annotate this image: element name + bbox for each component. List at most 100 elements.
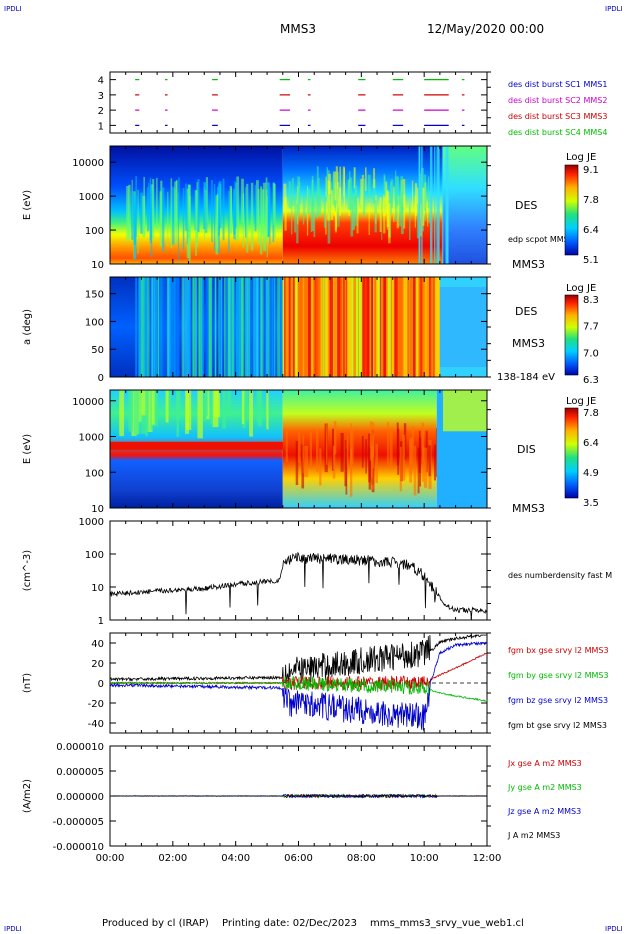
des-energy-stripe bbox=[431, 146, 433, 264]
des-pa-colorbar-tick: 8.3 bbox=[583, 295, 599, 306]
des-energy-stripe bbox=[383, 197, 386, 234]
dis-energy-stripe bbox=[434, 444, 437, 481]
des-energy-stripe bbox=[337, 182, 339, 208]
dis-energy-stripe bbox=[428, 445, 431, 477]
des-pa-stripe bbox=[246, 277, 249, 377]
des-energy-stripe bbox=[196, 190, 199, 239]
des-energy-stripe bbox=[234, 182, 238, 228]
bfield-series-label: fgm bt gse srvy l2 MMS3 bbox=[508, 721, 607, 730]
des-energy-stripe bbox=[316, 166, 319, 197]
des-energy-stripe bbox=[428, 191, 430, 224]
des-energy-stripe bbox=[234, 181, 236, 240]
bfield-series-line bbox=[109, 675, 488, 702]
des-pa-spectrogram-tail-core bbox=[439, 287, 487, 367]
current-y-tick-label: 0.000005 bbox=[56, 767, 104, 778]
dis-energy-stripe bbox=[386, 421, 389, 466]
des-energy-stripe bbox=[409, 204, 411, 241]
des-energy-stripe bbox=[233, 188, 236, 235]
density-panel-frame bbox=[109, 520, 488, 621]
des-pa-stripe bbox=[397, 277, 400, 377]
des-energy-stripe bbox=[188, 195, 191, 262]
density-series-line bbox=[109, 551, 488, 620]
bfield-y-tick-label: 20 bbox=[91, 659, 104, 670]
burst-y-tick-label: 3 bbox=[98, 91, 104, 102]
des-pa-stripe bbox=[145, 277, 147, 377]
des-pa-stripe bbox=[358, 277, 362, 377]
des-pa-stripe bbox=[241, 277, 244, 377]
des-pa-stripe bbox=[225, 277, 229, 377]
current-series-label: Jz gse A m2 MMS3 bbox=[507, 807, 581, 816]
des-pa-stripe bbox=[156, 277, 159, 377]
des-energy-stripe bbox=[228, 190, 230, 253]
des-pa-stripe bbox=[192, 277, 196, 377]
des-pa-stripe bbox=[329, 277, 333, 377]
des-energy-stripe bbox=[261, 189, 265, 236]
des-energy-colorbar-tick: 9.1 bbox=[583, 165, 599, 176]
des-energy-stripe bbox=[140, 192, 144, 234]
des-pa-colorbar-title: Log JE bbox=[566, 283, 596, 294]
des-pa-stripe bbox=[184, 277, 188, 377]
des-energy-stripe bbox=[236, 176, 240, 241]
des-energy-stripe bbox=[402, 179, 406, 208]
des-pa-stripe bbox=[391, 277, 395, 377]
des-pa-stripe bbox=[167, 277, 171, 377]
des-pa-stripe bbox=[249, 277, 251, 377]
des-energy-stripe bbox=[294, 196, 297, 233]
des-energy-stripe bbox=[254, 184, 257, 232]
des-energy-stripe bbox=[205, 189, 207, 232]
des-pa-stripe bbox=[337, 277, 341, 377]
current-y-tick-label: -0.000005 bbox=[53, 817, 104, 828]
dis-energy-stripe bbox=[344, 439, 347, 487]
density-y-tick-label: 100 bbox=[85, 550, 104, 561]
des-energy-stripe bbox=[186, 193, 188, 245]
des-energy-stripe bbox=[416, 203, 420, 239]
des-energy-stripe bbox=[414, 183, 418, 216]
dis-energy-stripe bbox=[346, 436, 349, 473]
des-energy-stripe bbox=[265, 177, 268, 240]
des-energy-stripe bbox=[269, 187, 271, 245]
des-pa-stripe bbox=[201, 277, 205, 377]
des-energy-y-axis-label: E (eV) bbox=[22, 190, 33, 220]
dis-energy-stripe bbox=[422, 446, 425, 483]
des-pa-stripe bbox=[162, 277, 165, 377]
dis-energy-patch bbox=[147, 390, 153, 432]
dis-energy-y-tick-label: 10 bbox=[91, 504, 104, 515]
des-pa-stripe bbox=[364, 277, 368, 377]
des-energy-y-tick-label: 100 bbox=[85, 226, 104, 237]
x-tick-label: 12:00 bbox=[473, 853, 502, 864]
des-pa-colorbar-tick: 6.3 bbox=[583, 375, 599, 386]
density-y-tick-label: 10 bbox=[91, 583, 104, 594]
dis-energy-patch bbox=[214, 390, 221, 418]
burst-legend-entry: des dist burst SC4 MMS4 bbox=[508, 128, 607, 137]
bfield-series-label: fgm bz gse srvy l2 MMS3 bbox=[508, 696, 608, 705]
des-pa-stripe bbox=[420, 277, 423, 377]
des-energy-stripe bbox=[326, 167, 328, 197]
des-pa-stripe bbox=[192, 277, 194, 377]
des-energy-colorbar-tick: 7.8 bbox=[583, 195, 599, 206]
des-energy-stripe bbox=[386, 191, 390, 228]
des-pa-stripe bbox=[399, 277, 403, 377]
des-pa-stripe bbox=[353, 277, 356, 377]
des-energy-stripe bbox=[195, 189, 197, 256]
dis-energy-patch bbox=[165, 390, 169, 423]
des-energy-stripe bbox=[135, 176, 137, 237]
des-pa-stripe bbox=[182, 277, 185, 377]
dis-energy-colorbar-tick: 4.9 bbox=[583, 468, 599, 479]
des-pa-stripe bbox=[176, 277, 180, 377]
x-tick-label: 04:00 bbox=[221, 853, 250, 864]
des-pa-stripe bbox=[371, 277, 374, 377]
dis-energy-patch bbox=[249, 390, 254, 437]
bfield-y-tick-label: 0 bbox=[98, 679, 104, 690]
bfield-series-line bbox=[109, 634, 487, 684]
des-pa-stripe bbox=[381, 277, 385, 377]
des-energy-colorbar-tick: 6.4 bbox=[583, 225, 599, 236]
des-energy-stripe bbox=[182, 187, 185, 250]
des-energy-stripe bbox=[327, 204, 331, 244]
des-pa-stripe bbox=[286, 277, 288, 377]
des-pa-stripe bbox=[165, 277, 167, 377]
dis-energy-colorbar-tick: 3.5 bbox=[583, 498, 599, 509]
des-energy-stripe bbox=[167, 191, 169, 246]
des-pa-stripe bbox=[351, 277, 355, 377]
des-energy-stripe bbox=[267, 182, 271, 237]
